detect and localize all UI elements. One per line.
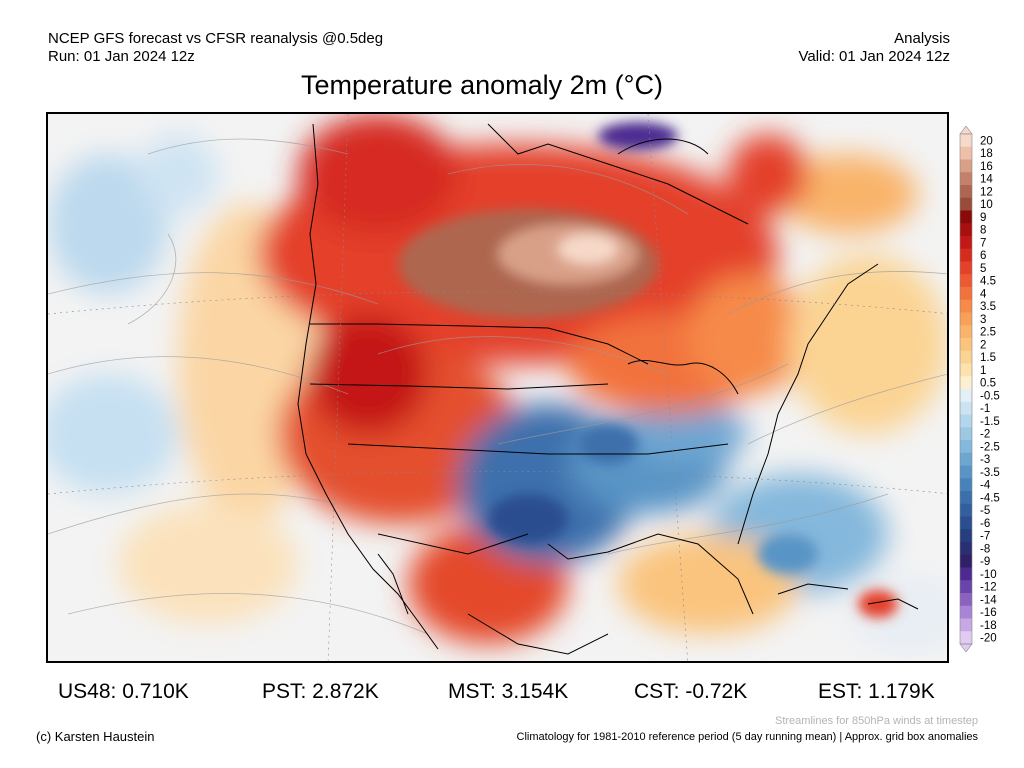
map-graphic <box>48 114 947 661</box>
stat-us48: US48: 0.710K <box>58 680 189 703</box>
credit: (c) Karsten Haustein <box>36 729 155 744</box>
colorbar-tick-label: -10 <box>980 569 997 581</box>
analysis-label: Analysis <box>894 30 950 47</box>
colorbar-swatch <box>960 542 972 556</box>
colorbar-swatch <box>960 134 972 148</box>
colorbar-tick-label: 12 <box>980 186 993 198</box>
colorbar-tick-label: -7 <box>980 531 990 543</box>
colorbar-tick-label: 1 <box>980 365 986 377</box>
colorbar-tick-label: 2.5 <box>980 327 996 339</box>
colorbar-swatch <box>960 452 972 466</box>
colorbar-swatch <box>960 363 972 377</box>
colorbar-tick-label: -16 <box>980 607 997 619</box>
colorbar-tick-label: 8 <box>980 225 986 237</box>
colorbar-swatch <box>960 248 972 262</box>
colorbar-swatch <box>960 478 972 492</box>
climatology-note: Climatology for 1981-2010 reference peri… <box>516 731 978 743</box>
colorbar-swatch <box>960 503 972 517</box>
colorbar-swatch <box>960 197 972 211</box>
colorbar-bottom-arrow <box>959 643 973 652</box>
colorbar-swatch <box>960 427 972 441</box>
colorbar-tick-label: -14 <box>980 594 997 606</box>
colorbar-swatch <box>960 185 972 199</box>
colorbar-tick-label: 4 <box>980 288 987 300</box>
colorbar-swatch <box>960 146 972 160</box>
colorbar-swatch <box>960 631 972 645</box>
colorbar-tick-label: 0.5 <box>980 378 996 390</box>
colorbar-tick-label: -3 <box>980 454 990 466</box>
colorbar-tick-label: 2 <box>980 339 986 351</box>
run-time: Run: 01 Jan 2024 12z <box>48 48 195 65</box>
colorbar-swatch <box>960 172 972 186</box>
colorbar-tick-label: -9 <box>980 556 990 568</box>
colorbar-swatch <box>960 261 972 275</box>
colorbar-swatch <box>960 554 972 568</box>
colorbar-swatch <box>960 223 972 237</box>
colorbar-swatch <box>960 287 972 301</box>
colorbar-swatch <box>960 210 972 224</box>
colorbar-tick-label: -1 <box>980 403 990 415</box>
colorbar-swatch <box>960 516 972 530</box>
colorbar-swatch <box>960 529 972 543</box>
colorbar-swatch <box>960 440 972 454</box>
map-title: Temperature anomaly 2m (°C) <box>301 70 663 100</box>
colorbar-tick-label: 4.5 <box>980 276 996 288</box>
colorbar-tick-label: -2 <box>980 429 990 441</box>
colorbar-swatch <box>960 618 972 632</box>
colorbar-outline <box>959 133 973 645</box>
colorbar-tick-label: -8 <box>980 543 990 555</box>
colorbar-tick-label: -18 <box>980 620 997 632</box>
colorbar-tick-label: -6 <box>980 518 990 530</box>
colorbar-tick-label: 1.5 <box>980 352 996 364</box>
colorbar-swatch <box>960 350 972 364</box>
colorbar-swatch <box>960 491 972 505</box>
colorbar-tick-label: -20 <box>980 633 997 645</box>
colorbar-top-arrow <box>959 126 973 135</box>
stat-est: EST: 1.179K <box>818 680 935 703</box>
colorbar-tick-label: -2.5 <box>980 441 1000 453</box>
stat-pst: PST: 2.872K <box>262 680 379 703</box>
colorbar-swatch <box>960 376 972 390</box>
colorbar-swatch <box>960 593 972 607</box>
colorbar-swatch <box>960 605 972 619</box>
colorbar-tick-label: 7 <box>980 237 986 249</box>
colorbar-tick-label: 20 <box>980 135 993 147</box>
colorbar-swatch <box>960 465 972 479</box>
colorbar-tick-label: 5 <box>980 263 986 275</box>
colorbar-swatch <box>960 580 972 594</box>
stat-cst: CST: -0.72K <box>634 680 748 703</box>
colorbar-tick-label: -5 <box>980 505 990 517</box>
colorbar-tick-label: -4.5 <box>980 492 1000 504</box>
colorbar-tick-label: -4 <box>980 480 991 492</box>
colorbar-swatch <box>960 312 972 326</box>
colorbar-swatch <box>960 401 972 415</box>
colorbar-tick-label: -12 <box>980 582 997 594</box>
colorbar-tick-label: 3 <box>980 314 986 326</box>
colorbar-tick-label: 18 <box>980 148 993 160</box>
colorbar-tick-label: -1.5 <box>980 416 1000 428</box>
stat-mst: MST: 3.154K <box>448 680 569 703</box>
colorbar-tick-label: 3.5 <box>980 301 996 313</box>
colorbar-tick-label: 14 <box>980 174 993 186</box>
colorbar-tick-label: -3.5 <box>980 467 1000 479</box>
colorbar-swatch <box>960 567 972 581</box>
colorbar: 201816141210987654.543.532.521.510.5-0.5… <box>959 126 1000 652</box>
anomaly-map <box>46 112 949 663</box>
colorbar-swatch <box>960 159 972 173</box>
colorbar-swatch <box>960 325 972 339</box>
colorbar-tick-label: 10 <box>980 199 993 211</box>
model-info: NCEP GFS forecast vs CFSR reanalysis @0.… <box>48 30 384 47</box>
colorbar-swatch <box>960 414 972 428</box>
colorbar-tick-label: -0.5 <box>980 390 1000 402</box>
colorbar-tick-label: 6 <box>980 250 986 262</box>
colorbar-swatch <box>960 274 972 288</box>
colorbar-swatch <box>960 389 972 403</box>
colorbar-swatch <box>960 236 972 250</box>
colorbar-swatch <box>960 299 972 313</box>
streamlines-note: Streamlines for 850hPa winds at timestep <box>775 715 978 727</box>
valid-time: Valid: 01 Jan 2024 12z <box>798 48 950 65</box>
colorbar-swatch <box>960 338 972 352</box>
colorbar-tick-label: 16 <box>980 161 993 173</box>
colorbar-tick-label: 9 <box>980 212 986 224</box>
